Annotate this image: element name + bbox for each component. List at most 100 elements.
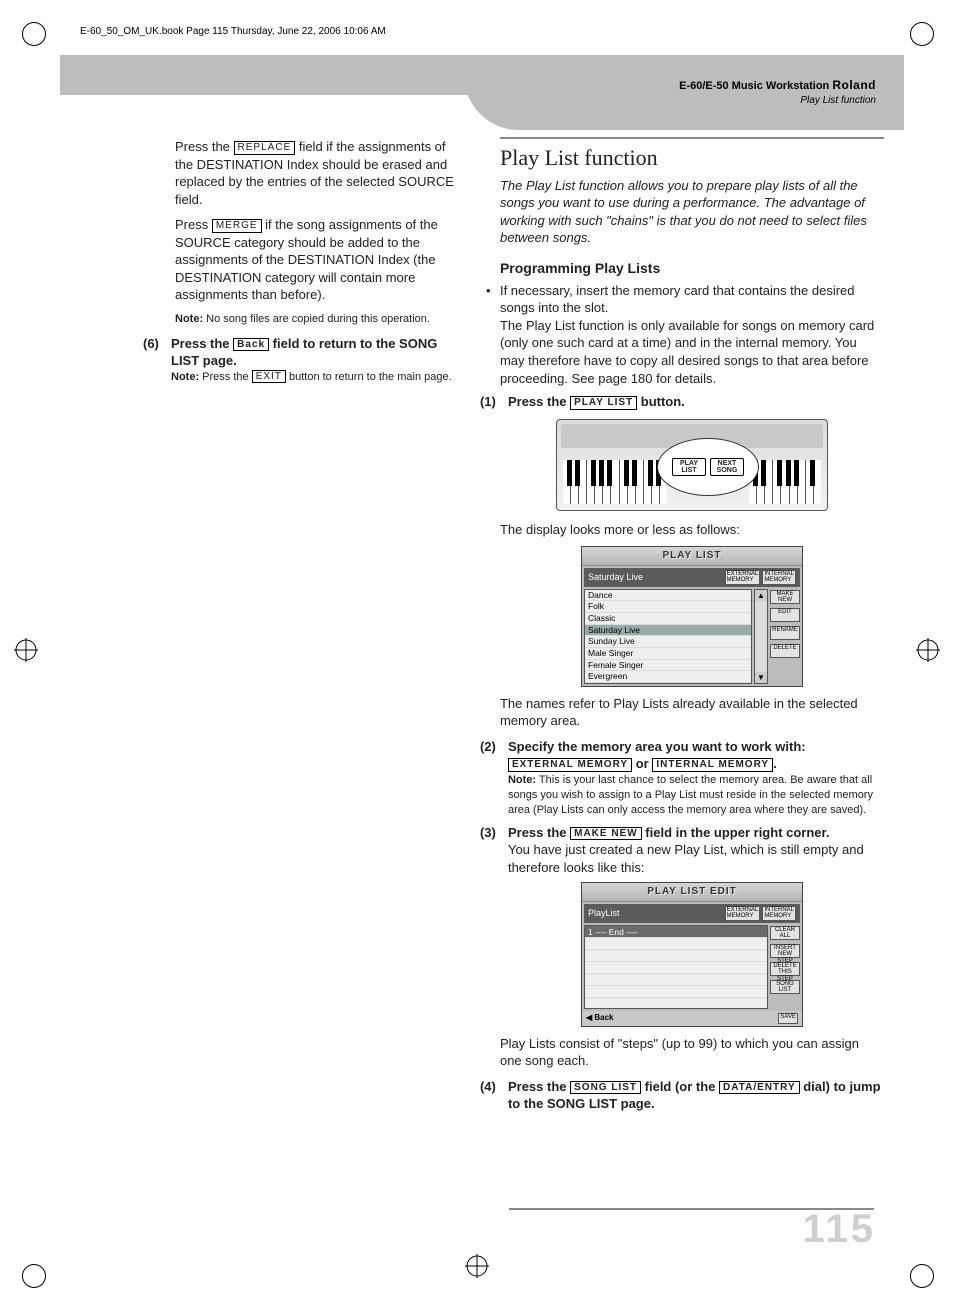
list-item: [585, 950, 767, 962]
delete-step-button: DELETE THIS STEP: [770, 962, 800, 976]
step-6: (6) Press the Back field to return to th…: [143, 335, 460, 385]
right-column: Play List function The Play List functio…: [500, 135, 894, 1268]
playlist-screen: PLAY LIST Saturday Live EXTERNAL MEMORY …: [581, 546, 803, 687]
step-number: (2): [480, 738, 508, 818]
back-button: ◀ Back: [586, 1013, 614, 1024]
text: Press the: [175, 139, 234, 154]
back-label: Back: [594, 1013, 613, 1022]
list-item: Dance: [585, 590, 751, 602]
note-label: Note:: [175, 313, 203, 325]
text: Press the: [199, 371, 252, 383]
external-memory-button: EXTERNAL MEMORY: [725, 906, 761, 921]
page-content: E-60/E-50 Music Workstation Roland Play …: [60, 55, 894, 1268]
left-column: Press the REPLACE field if the assignmen…: [60, 135, 460, 1268]
text: You have just created a new Play List, w…: [508, 841, 884, 876]
crop-mark-icon: [908, 20, 934, 46]
page-header: E-60/E-50 Music Workstation Roland Play …: [679, 77, 876, 107]
crop-mark-icon: [908, 1262, 934, 1288]
step-lead: Press the Back field to return to the SO…: [171, 335, 460, 370]
step-number: (6): [143, 335, 171, 385]
subsection-heading: Programming Play Lists: [500, 259, 884, 278]
note: Note: No song files are copied during th…: [175, 312, 460, 327]
text: or: [632, 756, 652, 771]
list-item: [585, 986, 767, 998]
playlist-button-ref: PLAY LIST: [570, 396, 637, 410]
scroll-up-icon: ▲: [755, 590, 767, 601]
song-list-field: SONG LIST: [570, 1081, 641, 1095]
external-memory-button: EXTERNAL MEMORY: [725, 570, 761, 585]
paragraph: Press MERGE if the song assignments of t…: [175, 216, 460, 304]
insert-step-button: INSERT NEW STEP: [770, 944, 800, 958]
current-playlist-name: PlayList: [588, 907, 620, 919]
registration-mark-icon: [916, 638, 940, 662]
save-button: SAVE: [778, 1013, 798, 1024]
step-number: (4): [480, 1078, 508, 1113]
list-item: Male Singer: [585, 648, 751, 660]
note: Note: Press the EXIT button to return to…: [171, 370, 460, 385]
playlist-listbox: Dance Folk Classic Saturday Live Sunday …: [584, 589, 752, 684]
next-song-button-icon: NEXT SONG: [710, 458, 744, 476]
text: .: [773, 756, 777, 771]
internal-memory-button: INTERNAL MEMORY: [762, 906, 796, 921]
exit-button-ref: EXIT: [252, 370, 286, 384]
replace-field: REPLACE: [234, 141, 296, 155]
note-label: Note:: [508, 774, 536, 786]
crop-mark-icon: [20, 20, 46, 46]
paragraph: Press the REPLACE field if the assignmen…: [175, 138, 460, 208]
song-list-button: SONG LIST: [770, 980, 800, 994]
step-2: (2) Specify the memory area you want to …: [480, 738, 884, 818]
step-number: (1): [480, 393, 508, 411]
edit-button: EDIT: [770, 608, 800, 622]
note-text: No song files are copied during this ope…: [203, 313, 430, 325]
divider: [500, 137, 884, 139]
text: field in the upper right corner.: [642, 825, 830, 840]
registration-mark-icon: [14, 638, 38, 662]
step-number: (3): [480, 824, 508, 877]
crop-mark-icon: [20, 1262, 46, 1288]
model-name: E-60/E-50 Music Workstation: [679, 80, 829, 92]
section-heading: Play List function: [500, 143, 884, 173]
list-item: [585, 938, 767, 950]
text: Specify the memory area you want to work…: [508, 739, 806, 754]
bullet-item: • If necessary, insert the memory card t…: [486, 282, 884, 387]
make-new-field: MAKE NEW: [570, 827, 642, 841]
note: Note: This is your last chance to select…: [508, 773, 884, 818]
text: If necessary, insert the memory card tha…: [500, 282, 884, 317]
list-item: Sunday Live: [585, 636, 751, 648]
rename-button: RENAME: [770, 626, 800, 640]
paragraph: The names refer to Play Lists already av…: [500, 695, 884, 730]
list-item: Female Singer: [585, 660, 751, 672]
text: Press the: [171, 336, 233, 351]
internal-memory-button: INTERNAL MEMORY: [762, 570, 796, 585]
text: The Play List function is only available…: [500, 317, 884, 387]
list-item: Folk: [585, 601, 751, 613]
text: Press the: [508, 1079, 570, 1094]
delete-button: DELETE: [770, 644, 800, 658]
text: field (or the: [641, 1079, 719, 1094]
text: button to return to the main page.: [286, 371, 452, 383]
data-entry-field: DATA/ENTRY: [719, 1081, 800, 1095]
intro-text: The Play List function allows you to pre…: [500, 177, 884, 247]
step-3: (3) Press the MAKE NEW field in the uppe…: [480, 824, 884, 877]
screen-title: PLAY LIST: [582, 547, 802, 566]
current-playlist-name: Saturday Live: [588, 571, 643, 583]
step-1: (1) Press the PLAY LIST button.: [480, 393, 884, 411]
list-item-selected: Saturday Live: [585, 625, 751, 637]
list-item: Classic: [585, 613, 751, 625]
list-item: 1 ---- End ----: [585, 926, 767, 938]
step-4: (4) Press the SONG LIST field (or the DA…: [480, 1078, 884, 1113]
text: Press the: [508, 394, 570, 409]
note-label: Note:: [171, 371, 199, 383]
list-item: [585, 962, 767, 974]
brand-name: Roland: [832, 78, 876, 92]
scroll-down-icon: ▼: [755, 672, 767, 683]
note-text: This is your last chance to select the m…: [508, 774, 873, 816]
internal-memory-field: INTERNAL MEMORY: [652, 758, 773, 772]
list-item: [585, 974, 767, 986]
step-listbox: 1 ---- End ----: [584, 925, 768, 1009]
make-new-button: MAKE NEW: [770, 590, 800, 604]
header-subtitle: Play List function: [679, 94, 876, 108]
callout-bubble: PLAY LIST NEXT SONG: [657, 438, 759, 496]
screen-title: PLAY LIST EDIT: [582, 883, 802, 902]
paragraph: The display looks more or less as follow…: [500, 521, 884, 539]
